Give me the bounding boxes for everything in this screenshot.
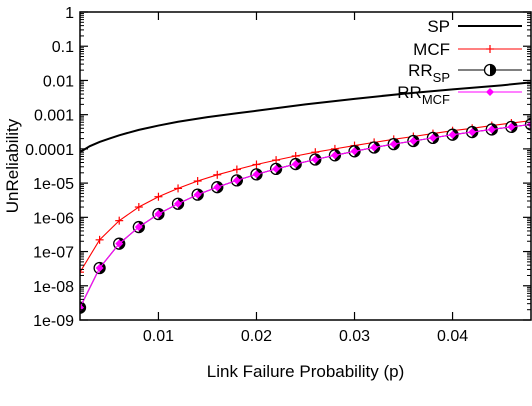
x-tick-label: 0.04 — [437, 328, 468, 345]
series-rr-mcf — [80, 120, 531, 312]
series-line-sp — [80, 81, 531, 154]
legend-label-sub: MCF — [422, 92, 450, 107]
x-tick-label: 0.03 — [339, 328, 370, 345]
legend-label-sub: SP — [433, 70, 450, 85]
y-tick-label: 1e-06 — [33, 210, 74, 227]
rr-mcf-point — [409, 137, 418, 146]
rr-mcf-point — [232, 176, 241, 185]
x-tick-label: 0.01 — [143, 328, 174, 345]
rr-mcf-point — [193, 190, 202, 199]
rr-mcf-point — [272, 164, 281, 173]
y-axis-label: UnReliability — [3, 118, 22, 213]
x-axis-label: Link Failure Probability (p) — [207, 362, 404, 381]
rr-mcf-point — [291, 160, 300, 169]
y-tick-label: 0.01 — [43, 73, 74, 90]
legend-label-main: RR — [397, 83, 422, 102]
legend-item-rr-mcf: RRMCF — [397, 83, 522, 107]
rr-mcf-point — [213, 183, 222, 192]
rr-mcf-point — [486, 88, 494, 96]
y-tick-label: 1e-05 — [33, 176, 74, 193]
series-line-rr-sp — [80, 123, 531, 308]
series-mcf — [80, 116, 531, 277]
y-tick-label: 1 — [65, 5, 74, 22]
rr-mcf-point — [350, 147, 359, 156]
rr-mcf-point — [448, 130, 457, 139]
rr-mcf-point — [468, 128, 477, 137]
x-tick-label: 0.02 — [241, 328, 272, 345]
legend-item-sp: SP — [427, 17, 522, 36]
rr-mcf-point — [507, 122, 516, 131]
legend-label: MCF — [413, 40, 450, 59]
rr-mcf-point — [174, 199, 183, 208]
rr-mcf-point — [330, 151, 339, 160]
rr-mcf-point — [389, 140, 398, 149]
legend-item-rr-sp: RRSP — [408, 61, 522, 85]
series-line-mcf — [80, 120, 531, 273]
y-tick-label: 0.0001 — [25, 142, 74, 159]
legend-label-main: MCF — [413, 40, 450, 59]
legend-label-main: RR — [408, 61, 433, 80]
rr-mcf-point — [95, 264, 104, 273]
y-tick-label: 1e-09 — [33, 313, 74, 330]
rr-mcf-point — [370, 143, 379, 152]
legend-label: RRSP — [408, 61, 450, 85]
rr-sp-point-fill — [490, 64, 496, 76]
rr-mcf-point — [115, 239, 124, 248]
rr-mcf-point — [134, 223, 143, 232]
rr-mcf-point — [252, 170, 261, 179]
rr-mcf-point — [311, 155, 320, 164]
rr-mcf-point — [487, 125, 496, 134]
series-rr-sp — [80, 118, 531, 314]
rr-mcf-point — [428, 133, 437, 142]
legend-label: RRMCF — [397, 83, 450, 107]
legend-label: SP — [427, 17, 450, 36]
legend-item-mcf: MCF — [413, 40, 522, 59]
series-sp — [80, 81, 531, 154]
y-tick-label: 0.1 — [52, 39, 74, 56]
axes-layer: 1e-09 1e-08 1e-07 1e-06 1e-05 0.0001 0.001 0.01… — [25, 5, 531, 345]
legend-label-main: SP — [427, 17, 450, 36]
y-tick-label: 1e-08 — [33, 279, 74, 296]
y-tick-label: 1e-07 — [33, 245, 74, 262]
rr-mcf-point — [154, 210, 163, 219]
series-layer — [80, 81, 531, 314]
plot-frame — [79, 11, 532, 321]
y-tick-label: 0.001 — [34, 108, 74, 125]
series-line-rr-mcf — [80, 123, 531, 308]
